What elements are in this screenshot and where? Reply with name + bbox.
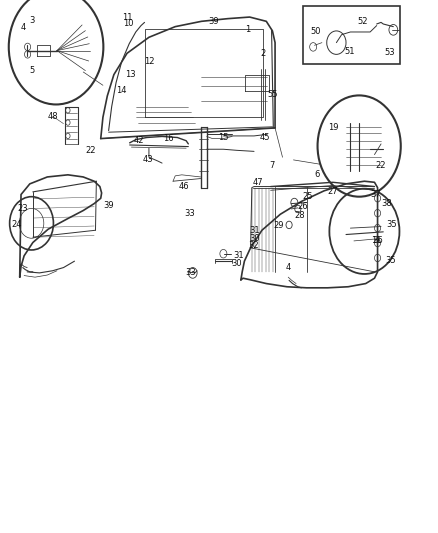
Text: 52: 52: [357, 17, 368, 26]
Text: 22: 22: [86, 146, 96, 155]
Text: 46: 46: [179, 182, 189, 191]
Text: 3: 3: [29, 16, 34, 25]
Text: 45: 45: [260, 133, 270, 142]
Text: 23: 23: [18, 205, 28, 213]
Text: 6: 6: [314, 170, 319, 179]
Text: 4: 4: [286, 263, 291, 272]
Text: 13: 13: [125, 70, 136, 79]
Text: 35: 35: [385, 256, 396, 264]
Text: 28: 28: [295, 212, 305, 220]
Text: 10: 10: [123, 20, 133, 28]
Text: 48: 48: [47, 112, 58, 120]
Text: 15: 15: [218, 133, 229, 142]
Text: 32: 32: [249, 241, 259, 250]
Text: 30: 30: [250, 234, 260, 243]
Text: 51: 51: [344, 47, 355, 56]
Text: 19: 19: [328, 124, 339, 132]
Text: 31: 31: [249, 226, 260, 235]
Text: 36: 36: [372, 237, 383, 245]
Text: 22: 22: [376, 161, 386, 169]
Text: 37: 37: [371, 190, 381, 198]
Text: 26: 26: [298, 203, 308, 211]
Text: 39: 39: [208, 17, 219, 26]
Text: 11: 11: [122, 13, 132, 21]
Text: 42: 42: [134, 136, 145, 144]
Text: 16: 16: [163, 134, 174, 142]
Text: 29: 29: [274, 221, 284, 230]
Text: 7: 7: [269, 161, 274, 169]
Text: 33: 33: [185, 269, 196, 277]
Text: 24: 24: [11, 221, 22, 229]
Text: 33: 33: [184, 209, 194, 217]
Text: 2: 2: [260, 49, 265, 58]
Text: 43: 43: [143, 156, 153, 164]
Text: 25: 25: [303, 192, 313, 200]
Text: 31: 31: [233, 252, 244, 260]
Text: 14: 14: [117, 86, 127, 95]
Text: 27: 27: [328, 188, 338, 196]
Text: 5: 5: [29, 66, 34, 75]
Text: 39: 39: [103, 201, 114, 210]
Text: 12: 12: [144, 57, 154, 66]
Text: 35: 35: [387, 221, 397, 229]
Text: 1: 1: [245, 25, 250, 34]
Text: 47: 47: [252, 178, 263, 187]
Text: 53: 53: [385, 48, 395, 56]
Text: 50: 50: [310, 28, 321, 36]
Text: 11: 11: [371, 237, 382, 245]
Text: 38: 38: [381, 199, 392, 208]
Text: 4: 4: [20, 23, 25, 32]
Text: 30: 30: [231, 260, 242, 268]
Text: 55: 55: [267, 91, 278, 99]
